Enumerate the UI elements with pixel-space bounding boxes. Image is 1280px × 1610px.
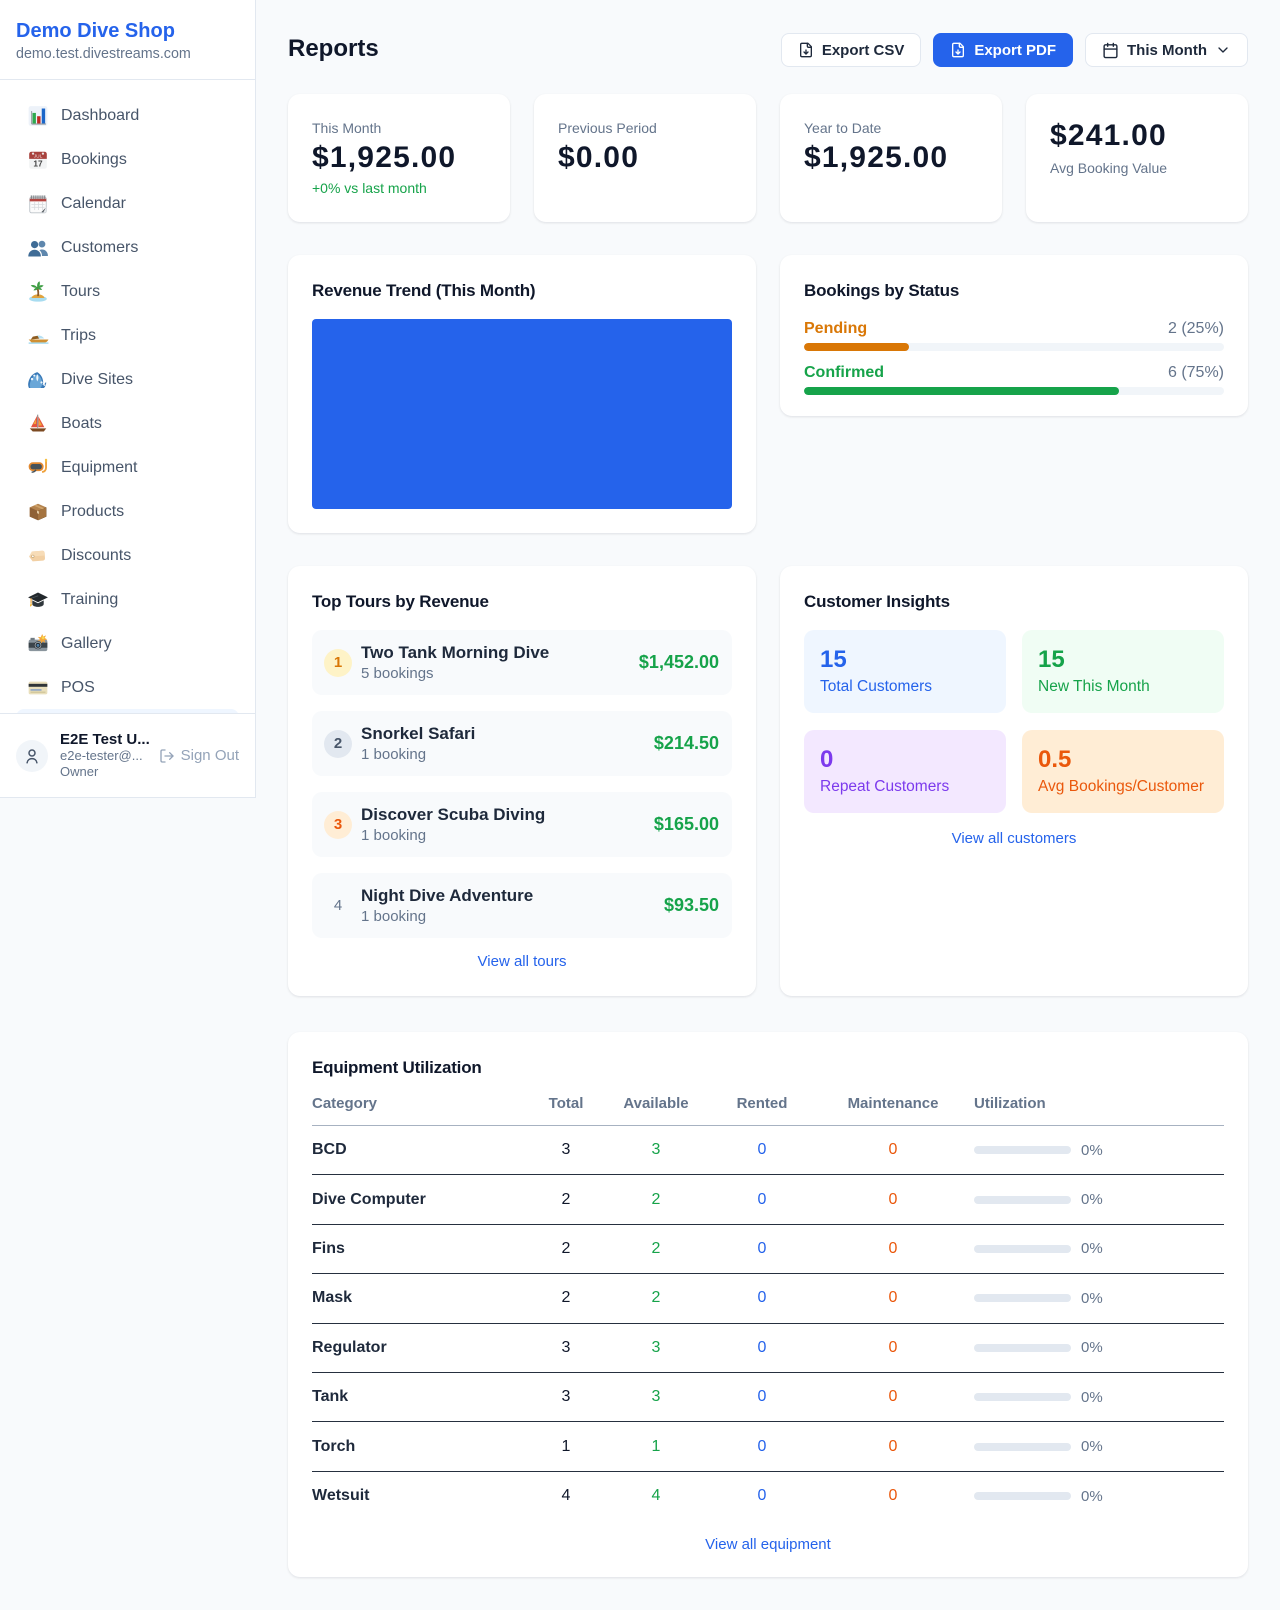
svg-text:17: 17: [33, 160, 43, 169]
svg-text:JUL: JUL: [34, 153, 43, 159]
